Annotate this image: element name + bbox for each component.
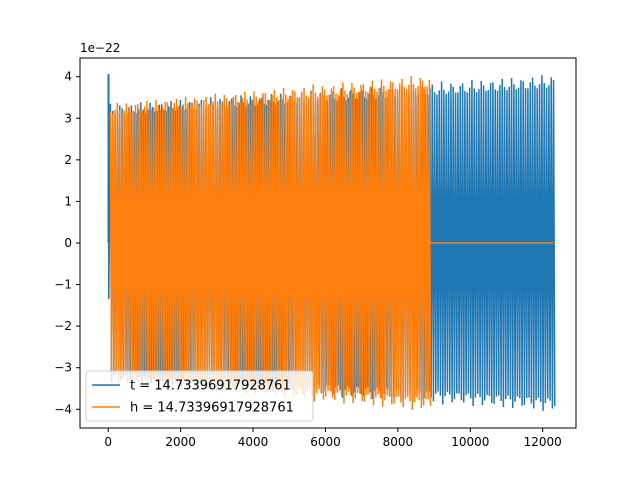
- y-tick-label: 3: [64, 111, 72, 125]
- x-tick-label: 2000: [165, 435, 196, 449]
- x-tick-label: 10000: [451, 435, 489, 449]
- y-tick-label: 0: [64, 236, 72, 250]
- legend-entry-label: h = 14.73396917928761: [130, 401, 294, 416]
- y-tick-label: 4: [64, 70, 72, 84]
- x-tick-label: 8000: [383, 435, 414, 449]
- series-line-h: [109, 75, 554, 411]
- series-layer: [107, 73, 556, 411]
- x-tick-label: 0: [104, 435, 112, 449]
- y-tick-label: 2: [64, 153, 72, 167]
- x-tick-label: 4000: [238, 435, 269, 449]
- legend-entry-label: t = 14.73396917928761: [130, 379, 291, 394]
- y-tick-label: −1: [54, 278, 72, 292]
- x-tick-label: 6000: [310, 435, 341, 449]
- y-axis: −4 −3 −2 −1 0 1 2 3 4: [54, 70, 80, 416]
- y-tick-label: −2: [54, 319, 72, 333]
- x-axis: 0 2000 4000 6000 8000 10000 12000: [104, 428, 562, 449]
- x-tick-label: 12000: [524, 435, 562, 449]
- legend: t = 14.73396917928761 h = 14.733969179287…: [85, 370, 314, 422]
- legend-box: [85, 370, 314, 422]
- y-tick-label: −3: [54, 361, 72, 375]
- y-offset-label: 1e−22: [80, 41, 120, 55]
- y-tick-label: −4: [54, 402, 72, 416]
- y-tick-label: 1: [64, 194, 72, 208]
